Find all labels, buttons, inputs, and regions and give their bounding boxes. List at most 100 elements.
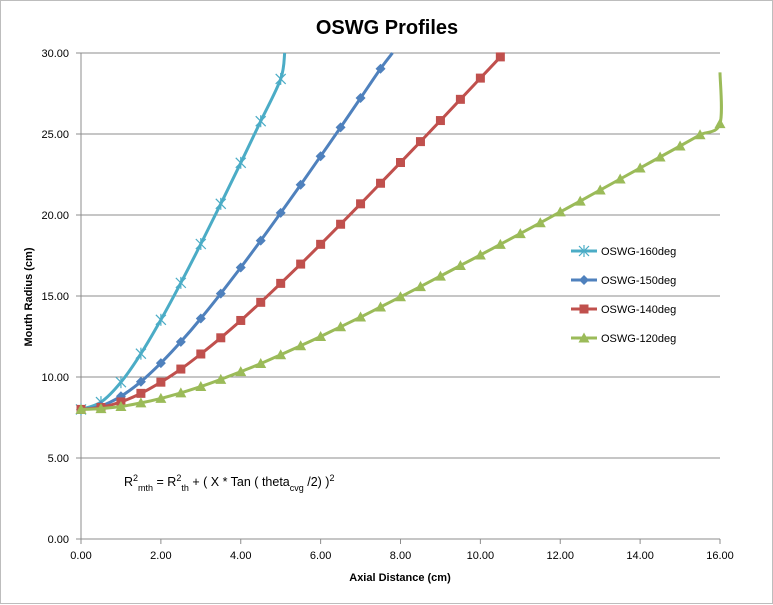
data-point xyxy=(115,376,127,389)
data-point xyxy=(115,400,127,411)
data-point xyxy=(654,151,666,162)
data-point xyxy=(454,260,466,271)
data-point xyxy=(414,281,426,292)
legend-item: OSWG-150deg xyxy=(571,275,676,287)
x-tick-label: 16.00 xyxy=(706,550,734,562)
y-tick-label: 15.00 xyxy=(41,291,69,303)
y-tick-label: 10.00 xyxy=(41,372,69,384)
data-point xyxy=(75,403,87,414)
data-point xyxy=(455,94,465,104)
data-point xyxy=(714,118,726,129)
formula-part: 2 xyxy=(176,473,181,483)
data-point xyxy=(135,347,147,360)
data-point xyxy=(674,140,686,151)
x-tick-label: 12.00 xyxy=(546,550,574,562)
formula-part: + ( X * Tan ( theta xyxy=(189,475,290,489)
data-point xyxy=(275,207,286,218)
data-point xyxy=(316,239,326,249)
x-axis-title: Axial Distance (cm) xyxy=(349,572,451,584)
data-point xyxy=(375,301,387,312)
data-point xyxy=(275,72,287,85)
data-point xyxy=(336,219,346,229)
data-point xyxy=(295,340,307,351)
data-point xyxy=(196,349,206,359)
data-point xyxy=(295,179,306,190)
y-tick-label: 30.00 xyxy=(41,48,69,60)
data-point xyxy=(534,217,546,228)
y-axis-title: Mouth Radius (cm) xyxy=(23,247,35,346)
data-point xyxy=(95,403,107,414)
data-point xyxy=(474,249,486,260)
data-point xyxy=(155,392,167,403)
data-point xyxy=(315,151,326,162)
x-tick-label: 0.00 xyxy=(70,550,91,562)
formula-part: cvg xyxy=(290,483,304,493)
data-point xyxy=(395,291,406,302)
legend-label: OSWG-140deg xyxy=(601,304,676,316)
data-point xyxy=(335,122,346,133)
data-point xyxy=(155,313,167,326)
data-point xyxy=(435,116,445,126)
data-point xyxy=(275,349,287,360)
data-point xyxy=(335,321,347,332)
data-point xyxy=(136,388,146,398)
data-point xyxy=(215,288,226,299)
data-point xyxy=(396,158,405,168)
legend-label: OSWG-150deg xyxy=(601,275,676,287)
legend-item: OSWG-160deg xyxy=(571,245,676,258)
x-tick-label: 2.00 xyxy=(150,550,171,562)
chart-title: OSWG Profiles xyxy=(316,17,458,39)
formula-part: 2 xyxy=(133,473,138,483)
legend-marker xyxy=(579,275,589,285)
formula-part: 2 xyxy=(329,473,334,483)
x-tick-label: 8.00 xyxy=(390,550,411,562)
data-point xyxy=(574,195,586,206)
x-tick-label: 4.00 xyxy=(230,550,251,562)
series-line xyxy=(80,72,723,411)
legend-item: OSWG-120deg xyxy=(571,332,676,345)
y-tick-labels: 0.00 5.00 10.00 15.00 20.00 25.00 30.00 xyxy=(41,48,69,546)
y-tick-label: 5.00 xyxy=(48,453,69,465)
y-tick-label: 0.00 xyxy=(48,534,69,546)
data-point xyxy=(135,397,147,408)
data-point xyxy=(175,336,186,347)
x-tick-label: 14.00 xyxy=(626,550,654,562)
data-point xyxy=(235,156,247,169)
data-point xyxy=(276,278,286,288)
data-point xyxy=(255,358,267,369)
data-point xyxy=(175,387,187,398)
data-point xyxy=(495,52,505,62)
series-OSWG-120deg xyxy=(75,72,726,414)
x-tick-labels: 0.00 2.00 4.00 6.00 8.00 10.00 12.00 14.00 16.00 xyxy=(70,550,733,562)
legend-label: OSWG-120deg xyxy=(601,333,676,345)
formula-annotation: R2mth = R2th + ( X * Tan ( thetacvg /2) … xyxy=(124,473,334,493)
y-tick-label: 25.00 xyxy=(41,129,69,141)
series-line xyxy=(80,52,394,411)
data-point xyxy=(195,313,206,324)
data-point xyxy=(614,173,626,184)
data-point xyxy=(356,199,366,209)
series-OSWG-150deg xyxy=(76,52,394,415)
data-point xyxy=(215,373,227,384)
data-point xyxy=(494,238,506,249)
data-point xyxy=(296,259,306,269)
legend-item: OSWG-140deg xyxy=(571,304,676,316)
series-OSWG-160deg xyxy=(75,52,287,416)
data-point xyxy=(235,262,246,273)
data-point xyxy=(235,366,247,377)
data-point xyxy=(355,311,367,322)
data-point xyxy=(195,237,207,250)
legend: OSWG-160deg OSWG-150deg OSWG-140deg OSWG-12… xyxy=(571,245,676,345)
data-point xyxy=(255,235,266,246)
data-point xyxy=(554,206,566,217)
formula-part: R xyxy=(124,475,133,489)
x-tick-label: 6.00 xyxy=(310,550,331,562)
data-point xyxy=(634,162,646,173)
series-OSWG-140deg xyxy=(76,52,505,414)
data-point xyxy=(216,333,226,343)
series-layer xyxy=(75,52,726,416)
data-point xyxy=(215,197,227,210)
data-point xyxy=(176,364,186,374)
